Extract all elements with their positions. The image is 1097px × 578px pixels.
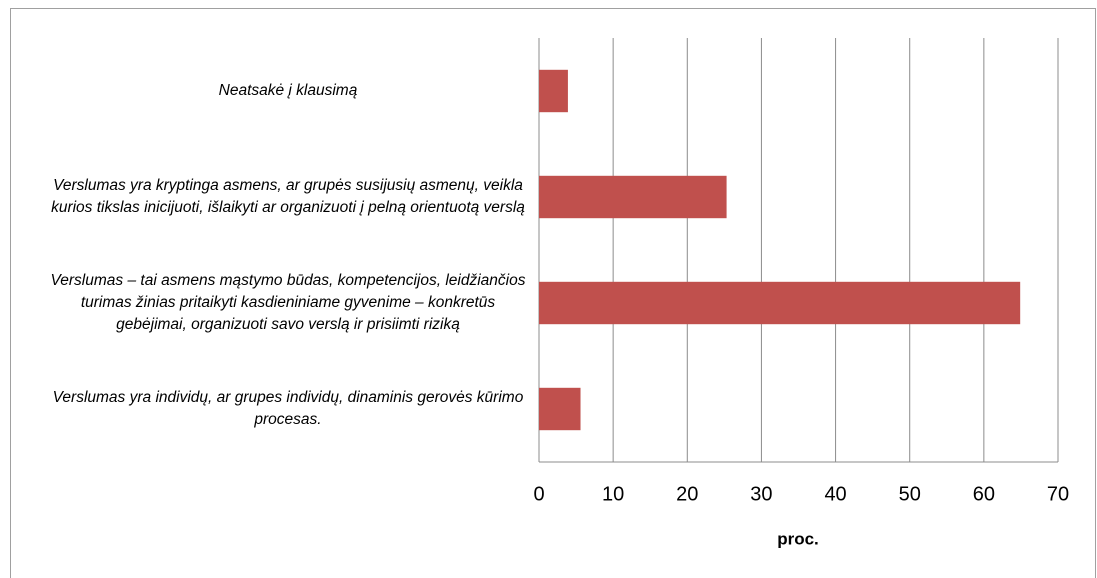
x-tick-label: 70 — [1047, 483, 1069, 505]
bar — [539, 281, 1021, 325]
x-tick-label: 0 — [533, 483, 544, 505]
x-tick-label: 30 — [750, 483, 772, 505]
x-tick-label: 10 — [602, 483, 624, 505]
y-tick-label: Neatsakė į klausimą — [218, 82, 358, 99]
x-tick-label: 20 — [676, 483, 698, 505]
y-tick-label: Verslumas yra kryptinga asmens, ar grupė… — [51, 177, 525, 216]
bar — [539, 387, 581, 431]
bar — [539, 69, 568, 113]
x-tick-label: 50 — [899, 483, 921, 505]
x-tick-label: 40 — [824, 483, 846, 505]
x-axis-label: proc. — [777, 529, 819, 548]
y-tick-label: Verslumas – tai asmens mąstymo būdas, ko… — [50, 272, 526, 333]
chart-border — [10, 8, 1096, 578]
x-tick-label: 60 — [973, 483, 995, 505]
y-tick-label: Verslumas yra individų, ar grupes indivi… — [52, 389, 524, 428]
bar — [539, 175, 727, 219]
